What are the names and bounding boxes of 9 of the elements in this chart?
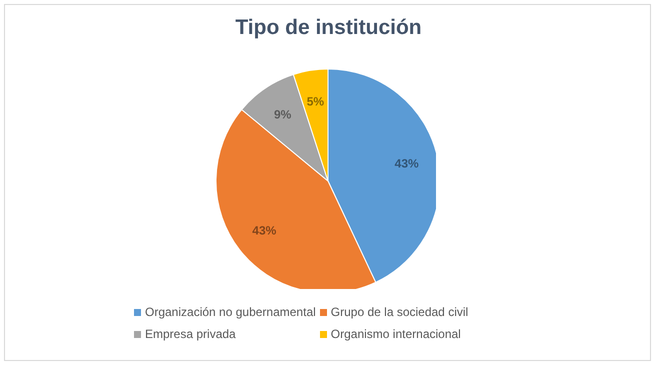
legend-label: Organismo internacional — [330, 327, 461, 341]
legend-label: Grupo de la sociedad civil — [330, 305, 468, 319]
data-label: 43% — [394, 156, 420, 170]
data-label: 5% — [306, 94, 324, 108]
legend-label: Empresa privada — [145, 327, 236, 341]
chart-title: Tipo de institución — [234, 16, 423, 40]
data-label: 9% — [274, 107, 292, 122]
data-label: 43% — [252, 223, 277, 238]
legend-label: Organización no gubernamental — [145, 305, 316, 319]
